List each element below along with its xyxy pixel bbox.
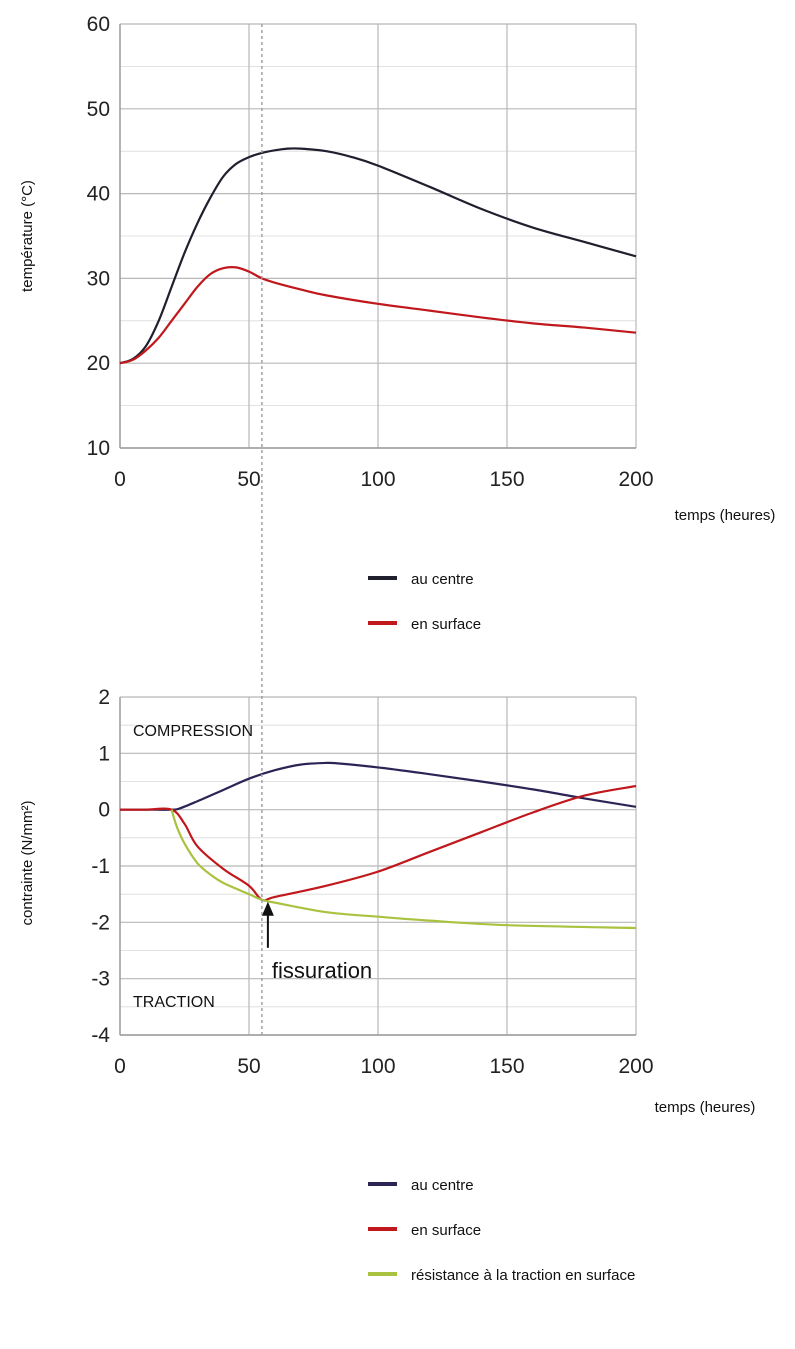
temperature-y-axis-label: température (°C) [19, 180, 36, 292]
stress-x-axis-label: temps (heures) [655, 1099, 756, 1116]
x-tick-label: 150 [489, 1055, 524, 1078]
legend-label: au centre [411, 571, 474, 588]
temperature-chart: 10 20 30 40 50 60 0 50 100 150 200 température (°C… [19, 13, 775, 633]
temperature-ticks: 10 20 30 40 50 60 0 50 100 150 200 [87, 13, 654, 491]
legend-label: résistance à la traction en surface [411, 1267, 635, 1284]
stress-chart: -4 -3 -2 -1 0 1 2 0 50 100 150 200 COMPRESSION TRAC… [19, 686, 755, 1284]
stress-y-axis-label: contrainte (N/mm²) [19, 800, 36, 925]
legend-label: en surface [411, 1222, 481, 1239]
series-line-resistance-a-la-traction-en-surface [170, 809, 637, 930]
y-tick-label: -2 [91, 911, 110, 934]
stress-plot-frame [119, 697, 636, 1036]
x-tick-label: 200 [618, 1055, 653, 1078]
y-tick-label: 20 [87, 352, 110, 375]
x-tick-label: 200 [618, 468, 653, 491]
series-line-au-centre [120, 761, 637, 811]
x-tick-label: 0 [114, 468, 126, 491]
y-tick-label: -1 [91, 855, 110, 878]
legend-label: au centre [411, 1177, 474, 1194]
x-tick-label: 0 [114, 1055, 126, 1078]
y-tick-label: -3 [91, 968, 110, 991]
x-tick-label: 150 [489, 468, 524, 491]
stress-series [120, 761, 637, 930]
y-tick-label: 10 [87, 437, 110, 460]
temperature-legend: au centre en surface [368, 571, 481, 633]
legend-label: en surface [411, 616, 481, 633]
y-tick-label: 2 [98, 686, 110, 709]
y-tick-label: -4 [91, 1024, 110, 1047]
x-tick-label: 100 [360, 1055, 395, 1078]
compression-label: COMPRESSION [133, 723, 253, 740]
stress-legend: au centre en surface résistance à la tract… [368, 1177, 635, 1284]
temperature-x-axis-label: temps (heures) [675, 507, 776, 524]
y-tick-label: 1 [98, 742, 110, 765]
y-tick-label: 50 [87, 98, 110, 121]
series-line-en-surface [119, 265, 637, 365]
y-tick-label: 0 [98, 799, 110, 822]
x-tick-label: 100 [360, 468, 395, 491]
y-tick-label: 30 [87, 267, 110, 290]
stress-ticks: -4 -3 -2 -1 0 1 2 0 50 100 150 200 [91, 686, 653, 1078]
stress-grid [119, 696, 637, 1036]
x-tick-label: 50 [237, 1055, 260, 1078]
fissuration-label: fissuration [272, 958, 372, 983]
x-tick-label: 50 [237, 468, 260, 491]
temperature-plot-frame [119, 24, 636, 449]
fissuration-annotation: fissuration [261, 901, 372, 983]
fissuration-arrow-head [261, 901, 274, 916]
y-tick-label: 40 [87, 183, 110, 206]
traction-label: TRACTION [133, 994, 215, 1011]
y-tick-label: 60 [87, 13, 110, 36]
